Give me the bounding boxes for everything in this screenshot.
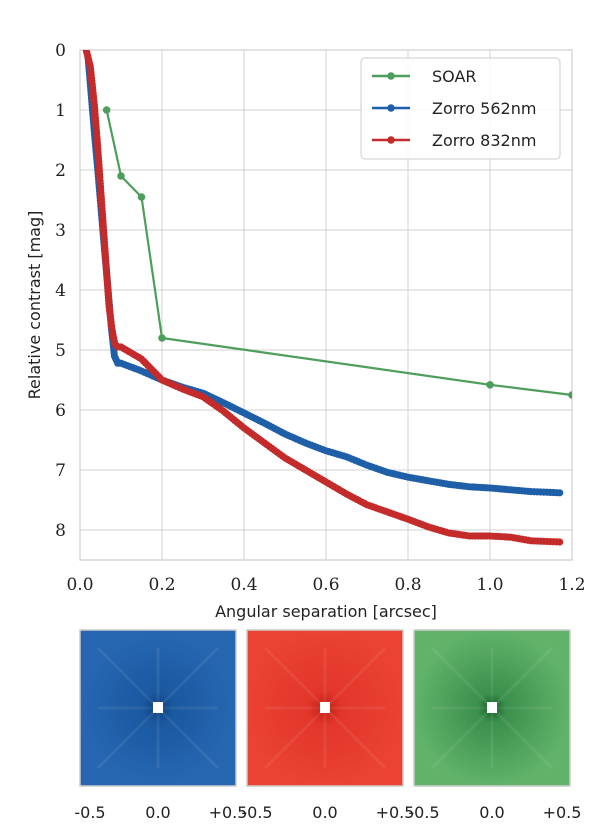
data-point bbox=[556, 538, 564, 546]
star-core bbox=[487, 702, 497, 713]
x-tick-label: 0.0 bbox=[66, 575, 93, 595]
panel-frame bbox=[246, 629, 404, 787]
legend-marker bbox=[387, 136, 395, 144]
panel-tick-label: +0.5 bbox=[376, 803, 415, 822]
data-point bbox=[158, 334, 166, 342]
y-axis-label: Relative contrast [mag] bbox=[25, 211, 44, 400]
data-point bbox=[486, 381, 494, 389]
y-tick-label: 1 bbox=[55, 101, 66, 121]
image-panel: -0.5 0.0 +0.5 bbox=[241, 629, 415, 822]
image-panels: -0.5 0.0 +0.5-0.5 0.0 +0.5-0.5 0.0 +0.5 bbox=[74, 629, 582, 822]
y-tick-label: 6 bbox=[55, 401, 66, 421]
legend: SOAR Zorro 562nm Zorro 832nm bbox=[360, 57, 561, 160]
data-point bbox=[556, 489, 564, 497]
x-tick-label: 1.2 bbox=[558, 575, 585, 595]
panel-tick-label: 0.0 bbox=[479, 803, 504, 822]
legend-frame bbox=[360, 57, 561, 160]
panel-tick-label: 0.0 bbox=[312, 803, 337, 822]
data-point bbox=[117, 172, 125, 180]
series-zorro-832nm bbox=[82, 50, 564, 546]
y-tick-label: 0 bbox=[55, 41, 66, 61]
panel-tick-label: -0.5 bbox=[241, 803, 272, 822]
x-tick-label: 0.8 bbox=[394, 575, 421, 595]
x-tick-labels: 0.0 0.2 0.4 0.6 0.8 1.0 1.2 bbox=[66, 575, 585, 595]
image-panel: -0.5 0.0 +0.5 bbox=[74, 629, 248, 822]
y-tick-label: 8 bbox=[55, 521, 66, 541]
panel-tick-label: -0.5 bbox=[408, 803, 439, 822]
x-tick-label: 0.4 bbox=[230, 575, 257, 595]
legend-label: SOAR bbox=[432, 67, 477, 86]
panel-tick-label: 0.0 bbox=[145, 803, 170, 822]
x-axis-label: Angular separation [arcsec] bbox=[215, 602, 437, 621]
data-point bbox=[568, 391, 572, 399]
x-tick-label: 0.6 bbox=[312, 575, 339, 595]
star-core bbox=[320, 702, 330, 713]
panel-tick-label: +0.5 bbox=[209, 803, 248, 822]
legend-marker bbox=[387, 104, 395, 112]
panel-frame bbox=[79, 629, 237, 787]
y-tick-label: 3 bbox=[55, 221, 66, 241]
panel-tick-label: +0.5 bbox=[543, 803, 582, 822]
series-layer bbox=[82, 50, 572, 546]
y-tick-labels: 0 1 2 3 4 5 6 7 8 bbox=[55, 41, 66, 541]
panel-tick-label: -0.5 bbox=[74, 803, 105, 822]
star-core bbox=[153, 702, 163, 713]
contrast-plot: 0.0 0.2 0.4 0.6 0.8 1.0 1.2 0 1 2 3 4 5 6 7 8 Angular … bbox=[25, 41, 586, 621]
series-line bbox=[105, 109, 572, 397]
x-tick-label: 0.2 bbox=[148, 575, 175, 595]
data-point bbox=[102, 106, 111, 114]
data-point bbox=[137, 193, 146, 201]
x-tick-label: 1.0 bbox=[476, 575, 503, 595]
legend-label: Zorro 832nm bbox=[432, 131, 536, 150]
series-soar bbox=[102, 106, 572, 399]
legend-label: Zorro 562nm bbox=[432, 99, 536, 118]
y-tick-label: 2 bbox=[55, 161, 66, 181]
legend-marker bbox=[387, 72, 395, 80]
image-panel: -0.5 0.0 +0.5 bbox=[408, 629, 582, 822]
y-tick-label: 4 bbox=[55, 281, 66, 301]
y-tick-label: 5 bbox=[55, 341, 66, 361]
y-tick-label: 7 bbox=[55, 461, 66, 481]
panel-frame bbox=[413, 629, 571, 787]
